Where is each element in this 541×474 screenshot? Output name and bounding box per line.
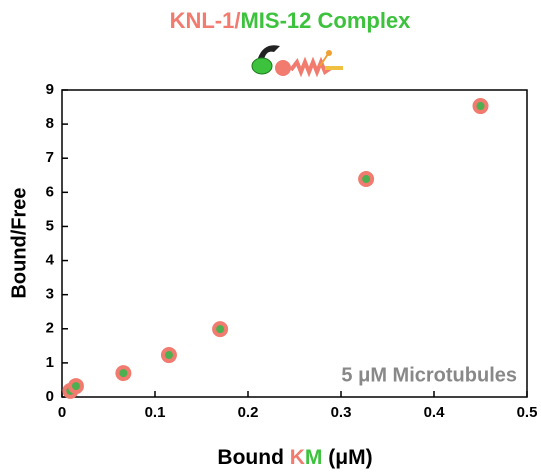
- x-tick-label: 0.3: [331, 404, 352, 421]
- point-inner: [362, 175, 371, 184]
- y-tick-label: 1: [46, 354, 54, 371]
- text-part: MIS-12 Complex: [240, 8, 411, 33]
- point-inner: [476, 102, 485, 111]
- point: [358, 171, 375, 188]
- x-tick-label: 0: [58, 404, 66, 421]
- y-axis-label: Bound/Free: [8, 187, 30, 298]
- text-part: M: [305, 446, 323, 469]
- point-inner: [164, 351, 173, 360]
- y-tick-label: 0: [46, 388, 54, 405]
- point-inner: [119, 369, 128, 378]
- complex-icon: [251, 45, 343, 78]
- point-inner: [216, 325, 225, 334]
- text-part: KNL-1/: [170, 8, 241, 33]
- point-inner: [71, 382, 80, 391]
- y-tick-label: 6: [46, 183, 54, 200]
- y-tick-label: 5: [46, 217, 54, 234]
- point: [115, 365, 132, 382]
- x-tick-label: 0.5: [517, 404, 538, 421]
- text-part: (μM): [322, 446, 372, 469]
- chart-title: KNL-1/MIS-12 Complex: [170, 8, 412, 33]
- x-tick-label: 0.1: [145, 404, 166, 421]
- x-tick-label: 0.4: [424, 404, 446, 421]
- y-tick-label: 2: [46, 320, 54, 337]
- y-tick-label: 3: [46, 286, 54, 303]
- plot-frame: [61, 89, 528, 398]
- annotation: 5 μM Microtubules: [341, 364, 517, 386]
- text-part: K: [290, 446, 305, 469]
- x-axis-label: Bound KM (μM): [217, 446, 372, 469]
- y-tick-label: 9: [46, 81, 54, 98]
- point: [212, 321, 229, 338]
- text-part: Bound: [217, 446, 289, 469]
- point: [160, 347, 177, 364]
- point: [67, 378, 84, 395]
- point: [472, 98, 489, 115]
- y-tick-label: 7: [46, 149, 54, 166]
- y-tick-label: 8: [46, 115, 54, 132]
- y-tick-label: 4: [46, 252, 55, 269]
- x-tick-label: 0.2: [238, 404, 259, 421]
